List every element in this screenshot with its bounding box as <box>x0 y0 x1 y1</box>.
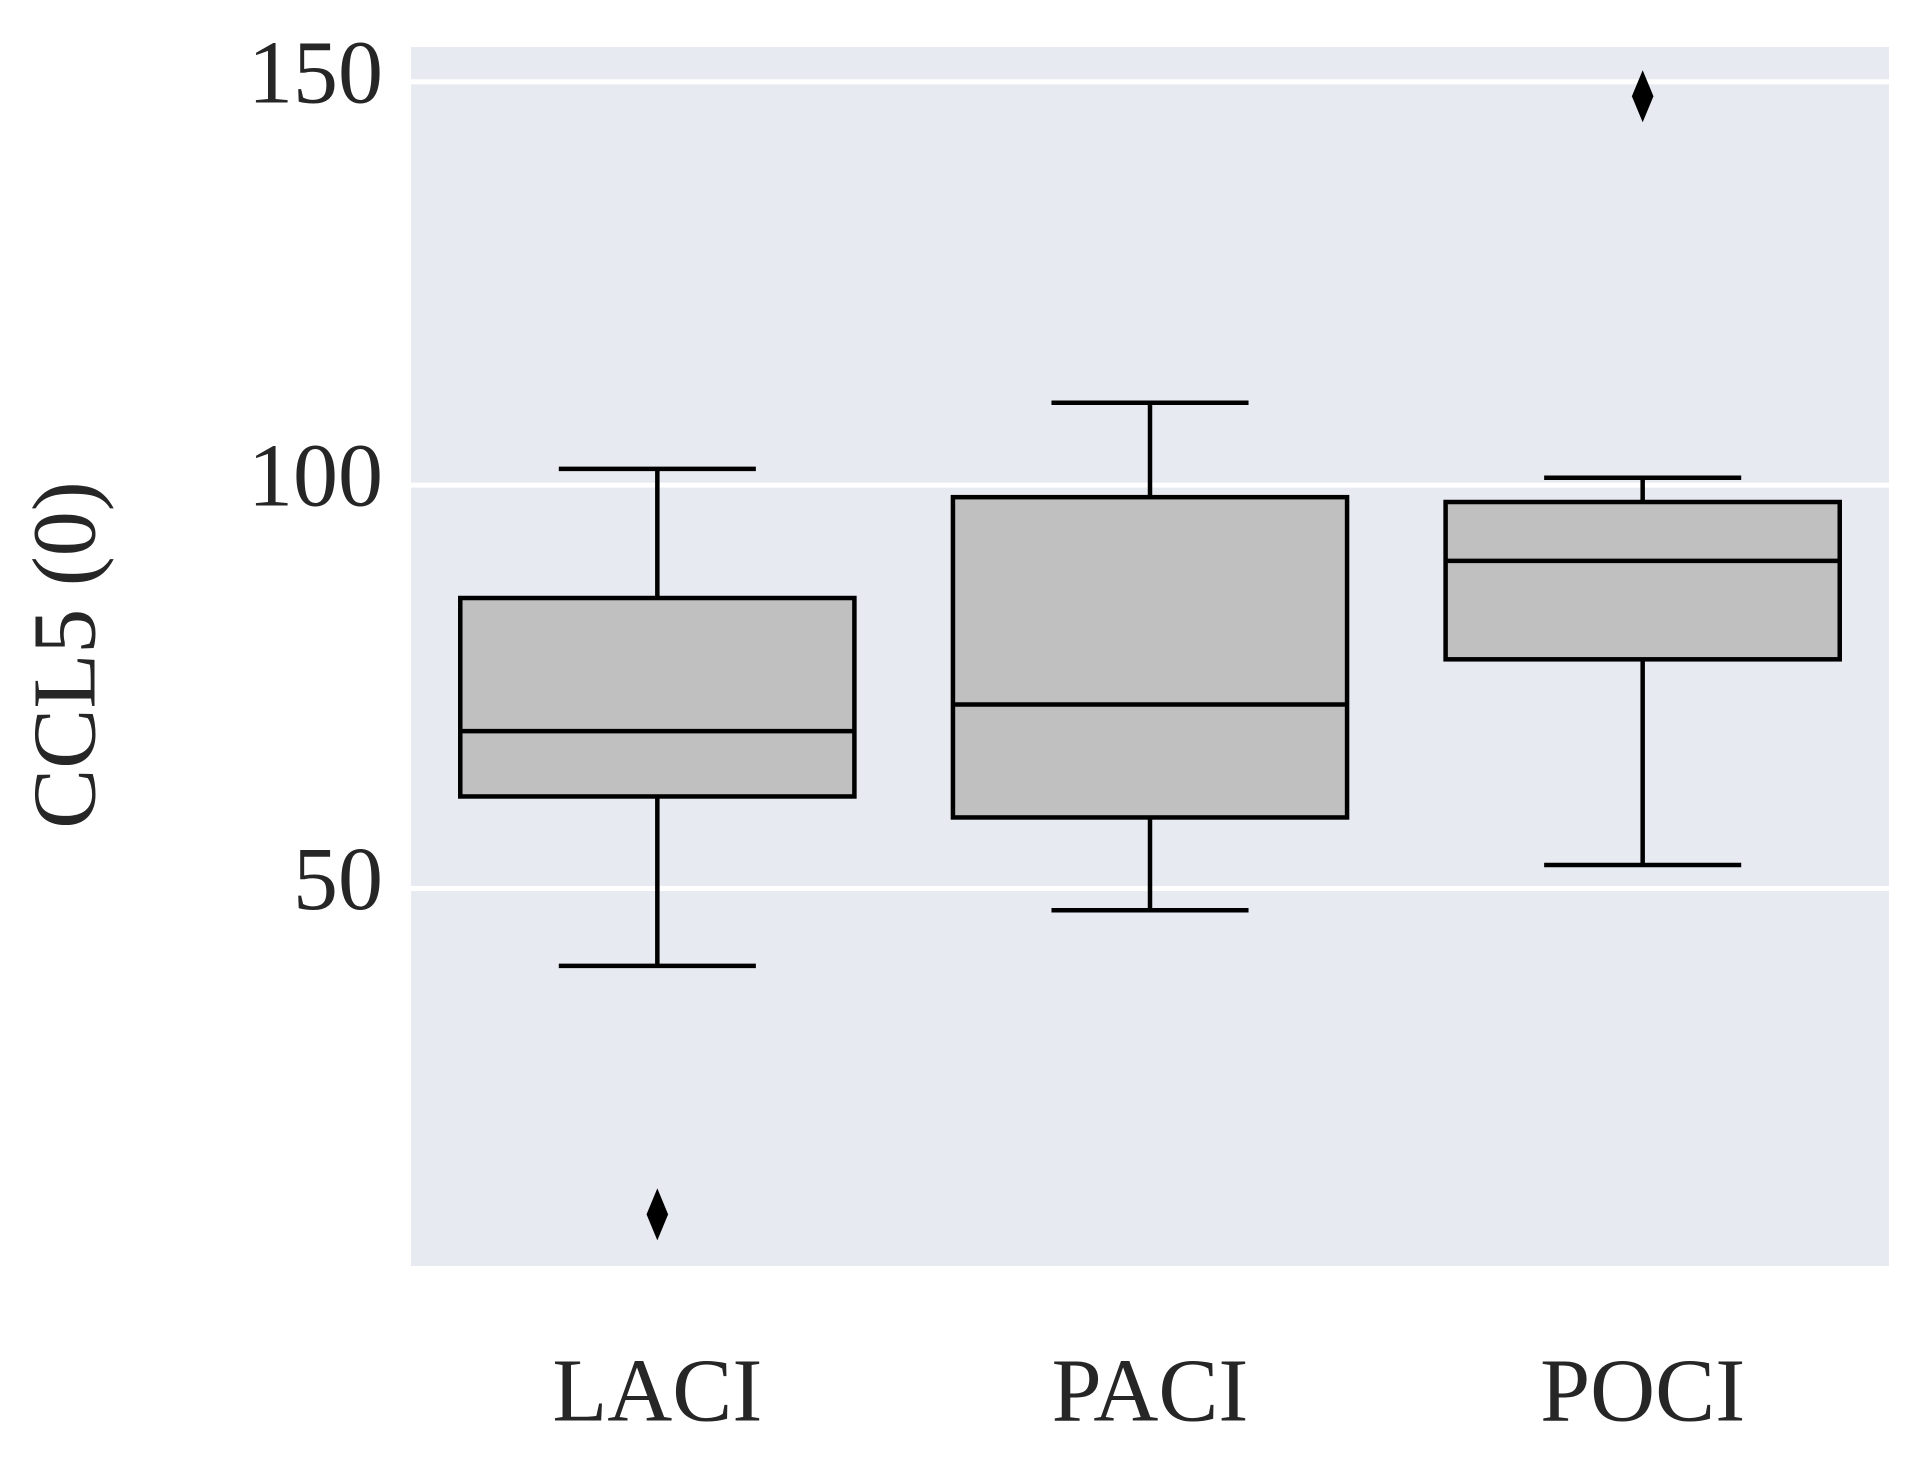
box <box>458 595 857 799</box>
x-tick-label: POCI <box>1540 1342 1745 1441</box>
y-axis-label: CCL5 (0) <box>16 481 115 828</box>
y-tick-label: 100 <box>248 427 383 526</box>
outlier <box>1631 70 1654 123</box>
box <box>950 494 1350 820</box>
box <box>1443 499 1842 662</box>
y-tick-label: 50 <box>293 830 383 929</box>
outlier <box>646 1188 669 1241</box>
x-tick-label: PACI <box>1052 1342 1249 1441</box>
y-tick-label: 150 <box>248 23 383 122</box>
x-tick-label: LACI <box>552 1342 762 1441</box>
